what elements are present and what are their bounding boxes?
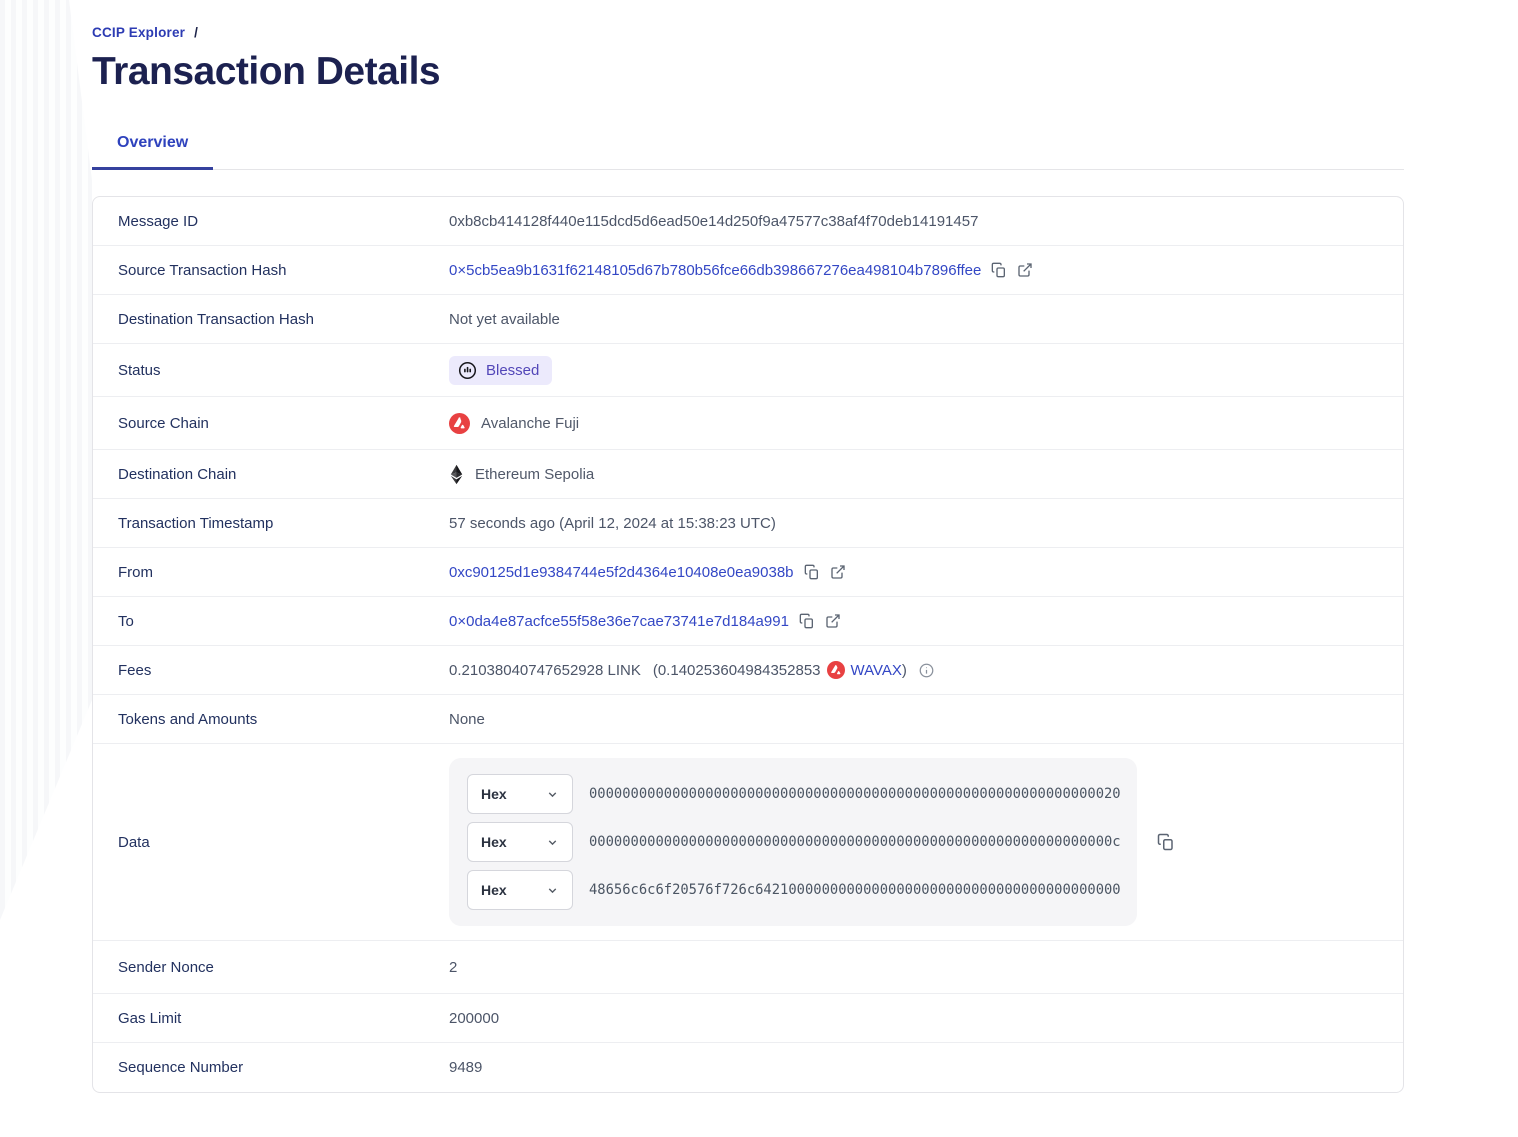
data-hex-panel: Hex 000000000000000000000000000000000000… — [449, 758, 1137, 926]
copy-icon[interactable] — [804, 564, 820, 580]
to-address-link[interactable]: 0×0da4e87acfce55f58e36e7cae73741e7d184a9… — [449, 612, 789, 630]
source-tx-hash-link[interactable]: 0×5cb5ea9b1631f62148105d67b780b56fce66db… — [449, 261, 982, 279]
chevron-down-icon — [546, 884, 559, 897]
fees-link-amount: 0.21038040747652928 LINK — [449, 661, 641, 679]
background-pinstripes — [0, 0, 92, 920]
chevron-down-icon — [546, 836, 559, 849]
blessed-icon — [458, 361, 477, 380]
tab-bar: Overview — [92, 134, 1404, 170]
hex-format-select[interactable]: Hex — [467, 870, 573, 910]
breadcrumb-separator: / — [194, 25, 199, 40]
external-link-icon[interactable] — [825, 613, 841, 629]
to-label: To — [118, 612, 134, 630]
row-tokens-and-amounts: Tokens and Amounts None — [93, 695, 1403, 744]
sequence-number-label: Sequence Number — [118, 1059, 244, 1076]
transaction-details-card: Message ID 0xb8cb414128f440e115dcd5d6ead… — [92, 196, 1404, 1093]
external-link-icon[interactable] — [830, 564, 846, 580]
row-data: Data Hex 0000000000000000000000000000000… — [93, 744, 1403, 941]
avalanche-icon — [449, 412, 470, 434]
row-transaction-timestamp: Transaction Timestamp 57 seconds ago (Ap… — [93, 499, 1403, 548]
row-sender-nonce: Sender Nonce 2 — [93, 941, 1403, 994]
source-chain-label: Source Chain — [118, 414, 209, 432]
timestamp-label: Transaction Timestamp — [118, 514, 274, 532]
sender-nonce-value: 2 — [449, 958, 458, 976]
gas-limit-value: 200000 — [449, 1009, 500, 1027]
fees-converted-amount: (0.140253604984352853 — [652, 661, 821, 679]
breadcrumb: CCIP Explorer / — [92, 25, 1404, 40]
hex-line-2: Hex 000000000000000000000000000000000000… — [467, 822, 1121, 862]
row-message-id: Message ID 0xb8cb414128f440e115dcd5d6ead… — [93, 197, 1403, 246]
message-id-value: 0xb8cb414128f440e115dcd5d6ead50e14d250f9… — [449, 212, 979, 230]
main-content: CCIP Explorer / Transaction Details Over… — [92, 0, 1404, 1093]
source-tx-hash-label: Source Transaction Hash — [118, 261, 287, 279]
hex-line-3: Hex 48656c6c6f20576f726c6421000000000000… — [467, 870, 1121, 910]
row-destination-transaction-hash: Destination Transaction Hash Not yet ava… — [93, 295, 1403, 344]
row-gas-limit: Gas Limit 200000 — [93, 994, 1403, 1043]
from-address-link[interactable]: 0xc90125d1e9384744e5f2d4364e10408e0ea903… — [449, 563, 794, 581]
fees-label: Fees — [118, 661, 152, 679]
ethereum-icon — [449, 464, 464, 485]
row-destination-chain: Destination Chain Ethereum Sepolia — [93, 450, 1403, 499]
copy-data-icon[interactable] — [1157, 833, 1175, 851]
copy-icon[interactable] — [991, 262, 1007, 278]
hex-format-label: Hex — [481, 882, 507, 898]
external-link-icon[interactable] — [1017, 262, 1033, 278]
row-to: To 0×0da4e87acfce55f58e36e7cae73741e7d18… — [93, 597, 1403, 646]
tab-overview[interactable]: Overview — [92, 134, 214, 170]
dest-tx-hash-value: Not yet available — [449, 310, 560, 328]
copy-icon[interactable] — [799, 613, 815, 629]
status-label: Status — [118, 361, 161, 379]
timestamp-value: 57 seconds ago (April 12, 2024 at 15:38:… — [449, 514, 776, 532]
row-status: Status Blessed — [93, 344, 1403, 397]
sender-nonce-label: Sender Nonce — [118, 958, 214, 976]
status-badge-text: Blessed — [486, 361, 540, 379]
breadcrumb-link-ccip-explorer[interactable]: CCIP Explorer — [92, 25, 186, 40]
row-source-transaction-hash: Source Transaction Hash 0×5cb5ea9b1631f6… — [93, 246, 1403, 295]
hex-data-value: 48656c6c6f20576f726c64210000000000000000… — [589, 882, 1121, 898]
fees-paren-close: ) — [901, 661, 907, 679]
dest-tx-hash-label: Destination Transaction Hash — [118, 310, 314, 328]
hex-format-label: Hex — [481, 786, 507, 802]
hex-data-value: 0000000000000000000000000000000000000000… — [589, 834, 1121, 850]
avalanche-icon-small — [826, 661, 845, 679]
hex-line-1: Hex 000000000000000000000000000000000000… — [467, 774, 1121, 814]
hex-format-label: Hex — [481, 834, 507, 850]
hex-format-select[interactable]: Hex — [467, 822, 573, 862]
hex-format-select[interactable]: Hex — [467, 774, 573, 814]
hex-data-value: 0000000000000000000000000000000000000000… — [589, 786, 1121, 802]
dest-chain-label: Destination Chain — [118, 465, 237, 483]
status-badge: Blessed — [449, 355, 553, 385]
row-sequence-number: Sequence Number 9489 — [93, 1043, 1403, 1092]
wavax-token-link[interactable]: WAVAX — [850, 661, 902, 679]
tokens-label: Tokens and Amounts — [118, 710, 258, 728]
data-label: Data — [118, 833, 150, 851]
message-id-label: Message ID — [118, 212, 199, 230]
source-chain-value: Avalanche Fuji — [481, 414, 580, 432]
page-title: Transaction Details — [92, 50, 441, 93]
chevron-down-icon — [546, 788, 559, 801]
gas-limit-label: Gas Limit — [118, 1009, 182, 1027]
dest-chain-value: Ethereum Sepolia — [475, 465, 595, 483]
from-label: From — [118, 563, 153, 581]
row-source-chain: Source Chain Avalanche Fuji — [93, 397, 1403, 450]
row-fees: Fees 0.21038040747652928 LINK (0.1402536… — [93, 646, 1403, 695]
info-icon[interactable] — [919, 663, 934, 678]
sequence-number-value: 9489 — [449, 1059, 483, 1076]
row-from: From 0xc90125d1e9384744e5f2d4364e10408e0… — [93, 548, 1403, 597]
tokens-value: None — [449, 710, 485, 728]
